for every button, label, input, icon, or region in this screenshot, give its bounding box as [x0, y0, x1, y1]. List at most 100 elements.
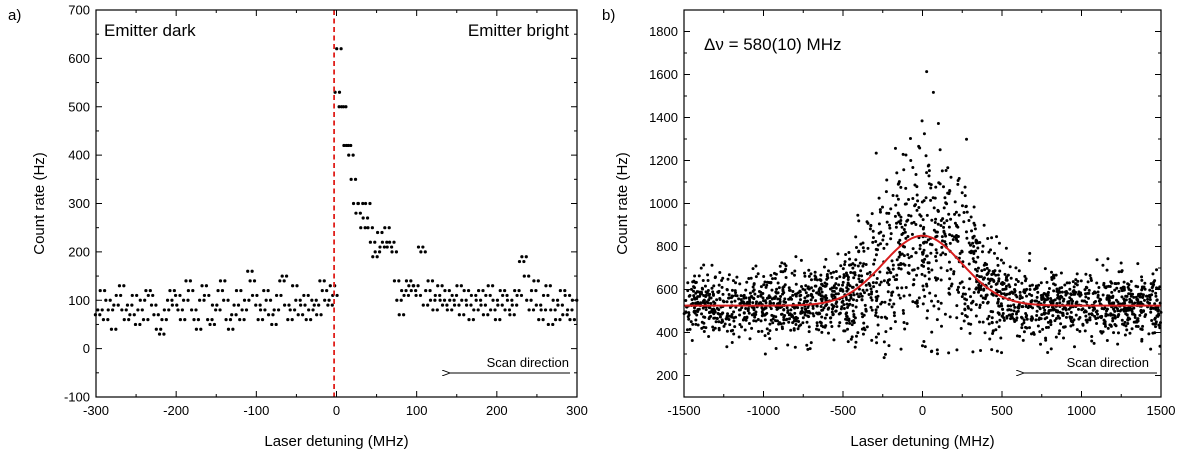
- panel-b-data-point: [808, 330, 811, 333]
- panel-b-data-point: [774, 277, 777, 280]
- panel-b-data-point: [990, 285, 993, 288]
- panel-b-data-point: [1020, 282, 1023, 285]
- panel-b-data-point: [987, 271, 990, 274]
- panel-b-data-point: [834, 282, 837, 285]
- panel-b-data-point: [1140, 275, 1143, 278]
- panel-b-plot-frame: [684, 10, 1161, 397]
- panel-b-data-point: [706, 273, 709, 276]
- panel-b-data-point: [1112, 308, 1115, 311]
- panel-b-data-point: [870, 287, 873, 290]
- panel-a-x-tick-label: 100: [406, 403, 428, 418]
- panel-a-data-point: [532, 308, 535, 311]
- panel-b-data-point: [1005, 285, 1008, 288]
- panel-a-y-axis-title: Count rate (Hz): [31, 152, 48, 255]
- panel-b-data-point: [940, 219, 943, 222]
- panel-b-data-point: [1084, 329, 1087, 332]
- panel-b-data-point: [990, 348, 993, 351]
- panel-b-data-point: [740, 298, 743, 301]
- panel-a-label: a): [8, 7, 21, 24]
- panel-b-data-point: [842, 267, 845, 270]
- panel-b-data-point: [821, 309, 824, 312]
- panel-b-data-point: [881, 206, 884, 209]
- panel-b-data-point: [1088, 289, 1091, 292]
- panel-b-data-point: [969, 332, 972, 335]
- panel-b-data-point: [1099, 315, 1102, 318]
- panel-b-data-point: [843, 263, 846, 266]
- panel-b-data-point: [1028, 252, 1031, 255]
- panel-a-data-point: [376, 231, 379, 234]
- panel-b-data-point: [1135, 296, 1138, 299]
- panel-b-data-point: [876, 306, 879, 309]
- panel-b-data-point: [1080, 279, 1083, 282]
- panel-a-data-point: [448, 299, 451, 302]
- panel-b-data-point: [1046, 298, 1049, 301]
- panel-b-data-point: [726, 330, 729, 333]
- panel-b-data-point: [996, 350, 999, 353]
- panel-b-data-point: [770, 289, 773, 292]
- panel-a-data-point: [508, 313, 511, 316]
- panel-b-data-point: [875, 336, 878, 339]
- panel-a-data-point: [271, 313, 274, 316]
- panel-b-data-point: [1040, 281, 1043, 284]
- panel-b-data-point: [1059, 311, 1062, 314]
- panel-b-data-point: [782, 322, 785, 325]
- panel-b-data-point: [693, 310, 696, 313]
- panel-a-data-point: [491, 299, 494, 302]
- panel-a-data-point: [566, 313, 569, 316]
- panel-b-data-point: [843, 307, 846, 310]
- panel-b-data-point: [1070, 311, 1073, 314]
- panel-b-data-point: [865, 284, 868, 287]
- panel-b-data-point: [773, 272, 776, 275]
- panel-a-data-point: [496, 299, 499, 302]
- panel-a-data-point: [147, 294, 150, 297]
- panel-b-data-point: [1029, 305, 1032, 308]
- panel-b-data-point: [814, 271, 817, 274]
- panel-a-data-point: [321, 289, 324, 292]
- panel-a-x-tick-label: -200: [163, 403, 189, 418]
- panel-b-data-point: [1035, 285, 1038, 288]
- panel-b-data-point: [875, 296, 878, 299]
- panel-b-data-point: [944, 253, 947, 256]
- panel-b-data-point: [1110, 291, 1113, 294]
- panel-b-data-point: [1024, 279, 1027, 282]
- panel-b-data-point: [910, 255, 913, 258]
- panel-b-data-point: [911, 166, 914, 169]
- panel-a-data-point: [400, 289, 403, 292]
- panel-a-data-point: [299, 299, 302, 302]
- panel-b-data-point: [1036, 310, 1039, 313]
- panel-b-data-point: [872, 236, 875, 239]
- panel-b-data-point: [820, 305, 823, 308]
- panel-b-data-point: [964, 293, 967, 296]
- panel-b-y-tick-label: 1000: [649, 196, 678, 211]
- panel-b-data-point: [689, 328, 692, 331]
- panel-a-data-point: [114, 328, 117, 331]
- panel-b-data-point: [954, 200, 957, 203]
- panel-a-data-point: [224, 318, 227, 321]
- panel-a-y-tick-label: 200: [68, 244, 90, 259]
- panel-b-data-point: [1002, 312, 1005, 315]
- panel-b-data-point: [1126, 322, 1129, 325]
- panel-b-data-point: [801, 321, 804, 324]
- panel-b-data-point: [831, 290, 834, 293]
- panel-b-data-point: [944, 313, 947, 316]
- panel-b-data-point: [986, 237, 989, 240]
- panel-b-data-point: [859, 243, 862, 246]
- panel-b-data-point: [924, 345, 927, 348]
- panel-a-data-point: [414, 289, 417, 292]
- panel-b-data-point: [901, 226, 904, 229]
- panel-b-data-point: [718, 328, 721, 331]
- panel-a-data-point: [417, 245, 420, 248]
- panel-b-data-point: [718, 290, 721, 293]
- panel-b-data-point: [870, 290, 873, 293]
- panel-b-data-point: [955, 211, 958, 214]
- panel-a-data-point: [523, 274, 526, 277]
- panel-a-data-point: [563, 289, 566, 292]
- panel-b-data-point: [717, 320, 720, 323]
- panel-b-data-point: [1014, 294, 1017, 297]
- panel-a-data-point: [173, 289, 176, 292]
- panel-b-data-point: [1154, 308, 1157, 311]
- panel-b-data-point: [908, 264, 911, 267]
- panel-a-data-point: [561, 303, 564, 306]
- panel-b-data-point: [774, 315, 777, 318]
- panel-a-data-point: [255, 294, 258, 297]
